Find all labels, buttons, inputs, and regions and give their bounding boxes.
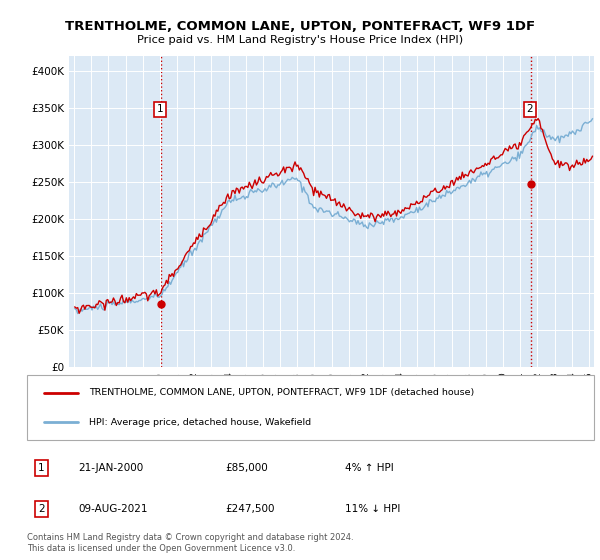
Text: TRENTHOLME, COMMON LANE, UPTON, PONTEFRACT, WF9 1DF: TRENTHOLME, COMMON LANE, UPTON, PONTEFRA… — [65, 20, 535, 32]
Text: 2: 2 — [526, 104, 533, 114]
Text: 11% ↓ HPI: 11% ↓ HPI — [344, 504, 400, 514]
Text: 1: 1 — [157, 104, 163, 114]
Text: £85,000: £85,000 — [226, 463, 268, 473]
Text: 09-AUG-2021: 09-AUG-2021 — [78, 504, 148, 514]
FancyBboxPatch shape — [27, 375, 594, 440]
Text: 21-JAN-2000: 21-JAN-2000 — [78, 463, 143, 473]
Text: 2: 2 — [38, 504, 44, 514]
Text: Contains HM Land Registry data © Crown copyright and database right 2024.
This d: Contains HM Land Registry data © Crown c… — [27, 533, 353, 553]
Text: 1: 1 — [38, 463, 44, 473]
Text: 4% ↑ HPI: 4% ↑ HPI — [344, 463, 393, 473]
Text: TRENTHOLME, COMMON LANE, UPTON, PONTEFRACT, WF9 1DF (detached house): TRENTHOLME, COMMON LANE, UPTON, PONTEFRA… — [89, 388, 475, 397]
Text: £247,500: £247,500 — [226, 504, 275, 514]
Text: HPI: Average price, detached house, Wakefield: HPI: Average price, detached house, Wake… — [89, 418, 311, 427]
Text: Price paid vs. HM Land Registry's House Price Index (HPI): Price paid vs. HM Land Registry's House … — [137, 35, 463, 45]
